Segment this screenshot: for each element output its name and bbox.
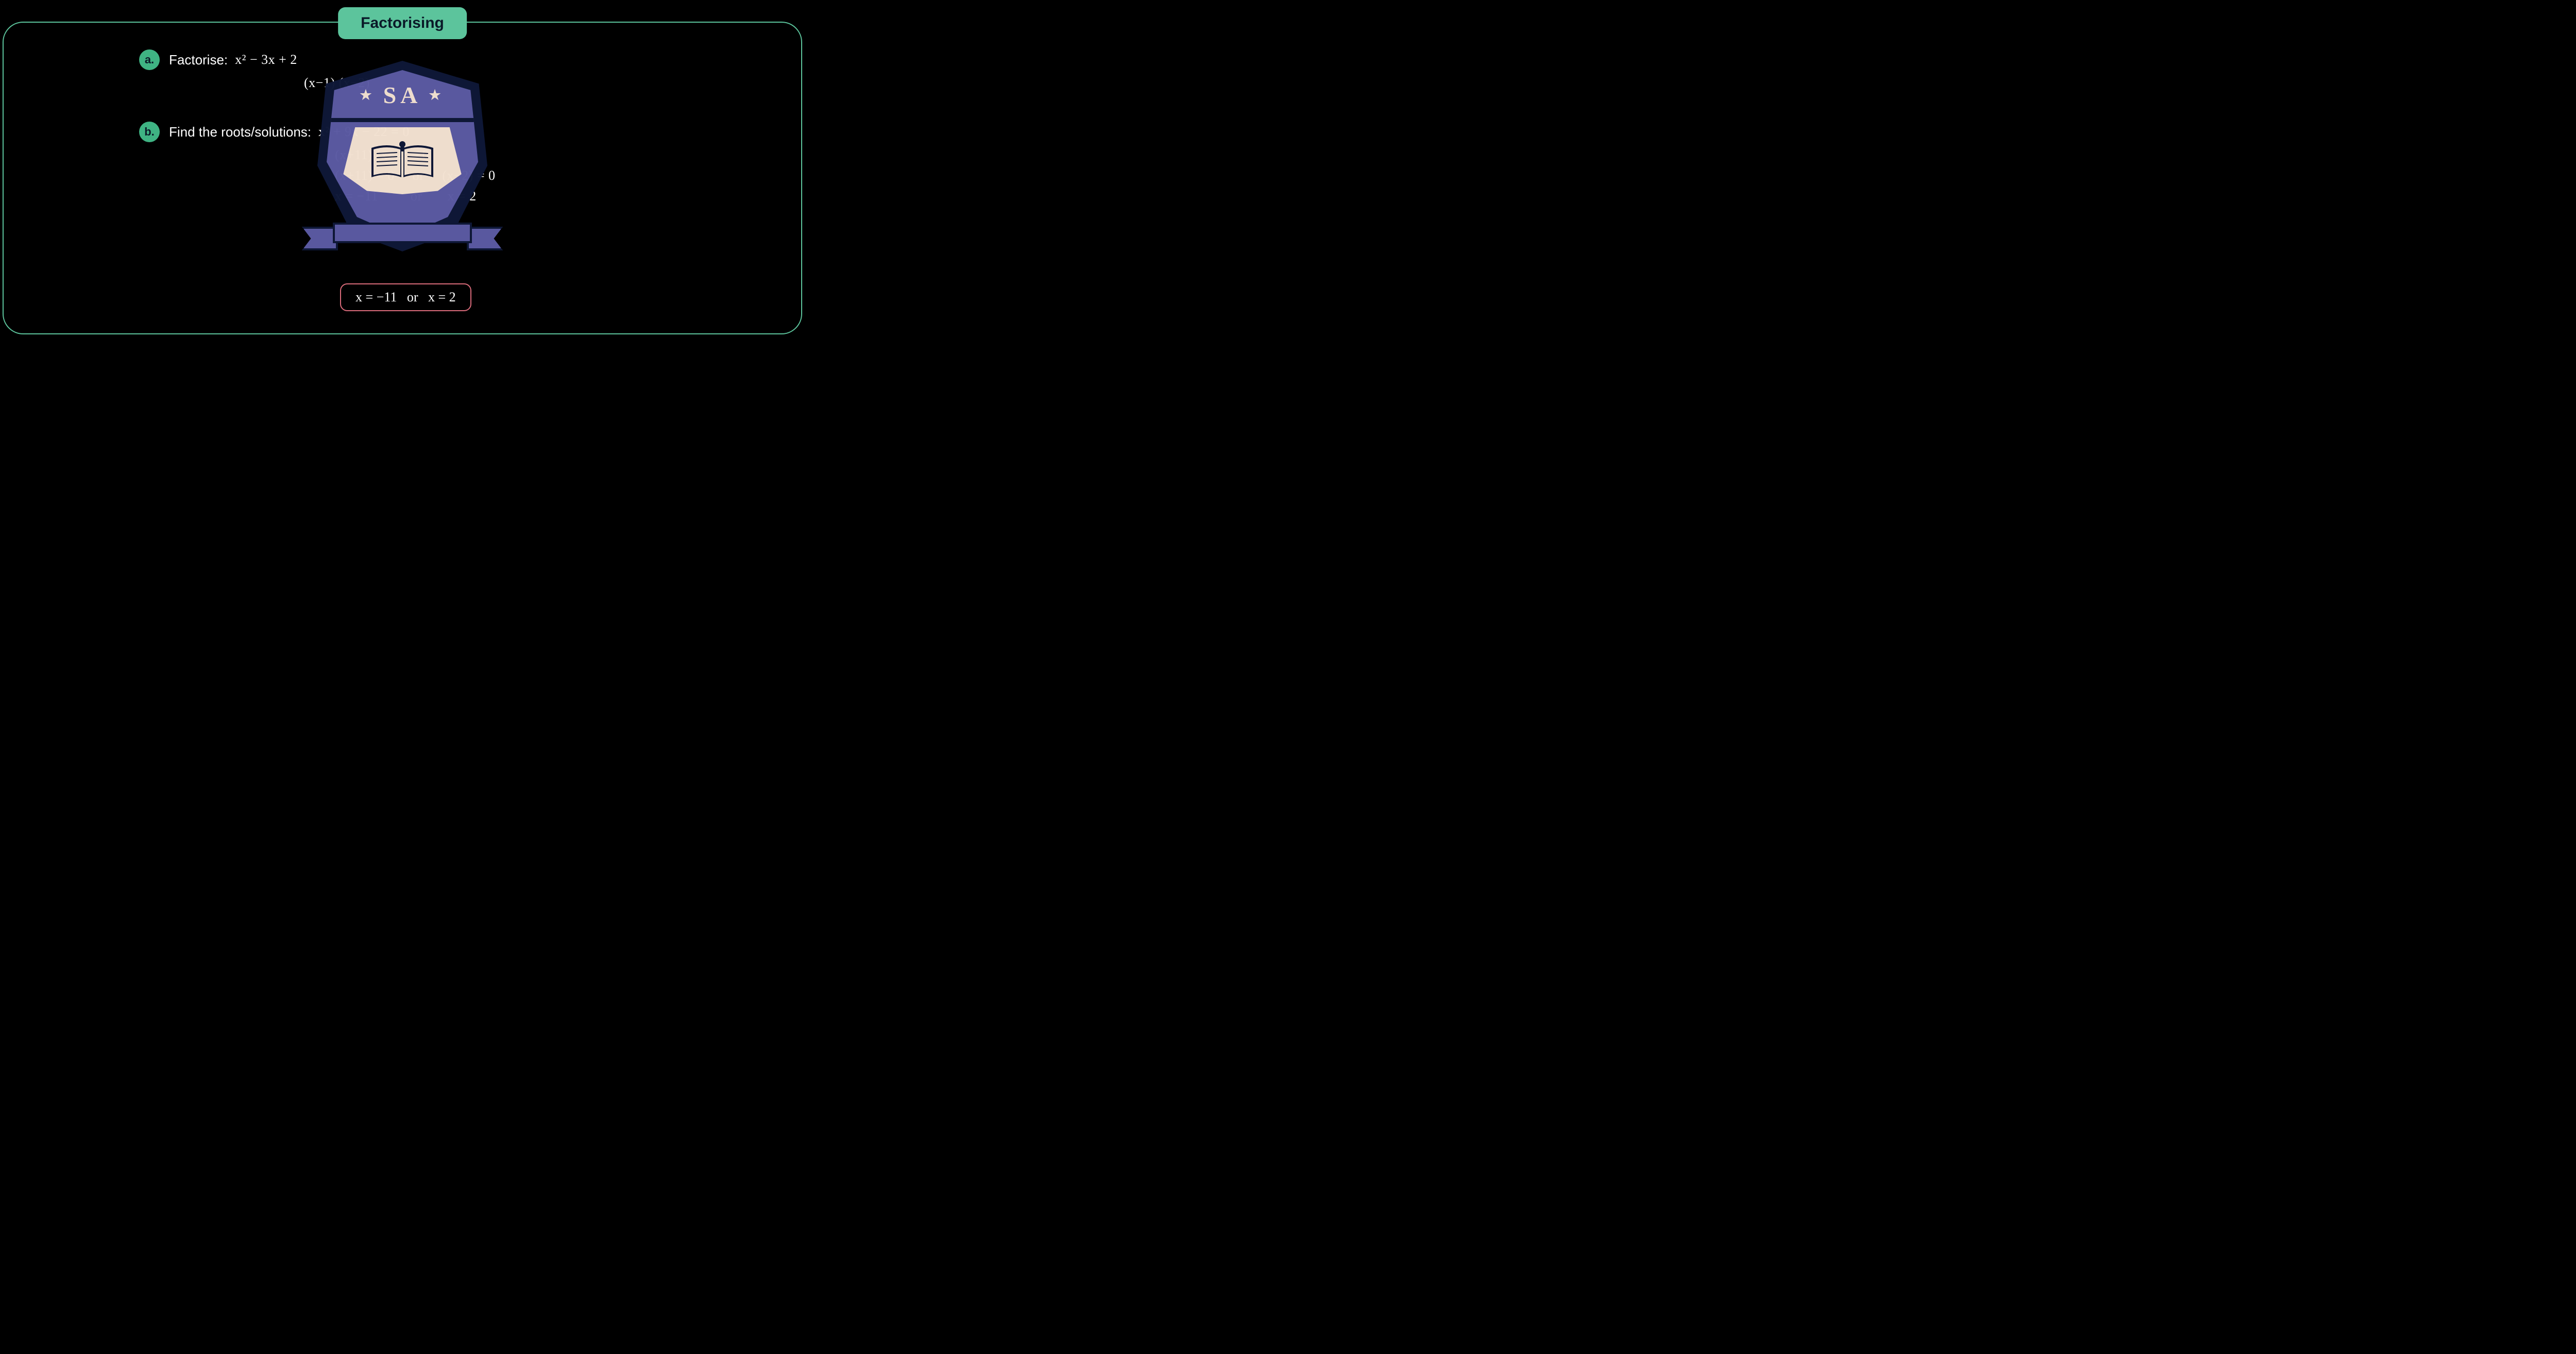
- math-expression: x² − 3x + 2: [235, 52, 297, 67]
- crest-ribbon: [302, 219, 503, 246]
- crest-letters: SA: [383, 81, 422, 109]
- book-icon: [366, 140, 438, 181]
- title-tab: Factorising: [338, 7, 467, 39]
- prompt-text: Factorise:: [169, 52, 228, 68]
- answer-box: x = −11 or x = 2: [340, 283, 471, 311]
- bullet-b: b.: [139, 122, 160, 142]
- watermark-crest: ★ SA ★: [317, 61, 487, 251]
- crest-text: ★ SA ★: [360, 81, 445, 109]
- star-icon: ★: [429, 88, 445, 103]
- star-icon: ★: [360, 88, 376, 103]
- bullet-a: a.: [139, 49, 160, 70]
- prompt-text: Find the roots/solutions:: [169, 124, 311, 140]
